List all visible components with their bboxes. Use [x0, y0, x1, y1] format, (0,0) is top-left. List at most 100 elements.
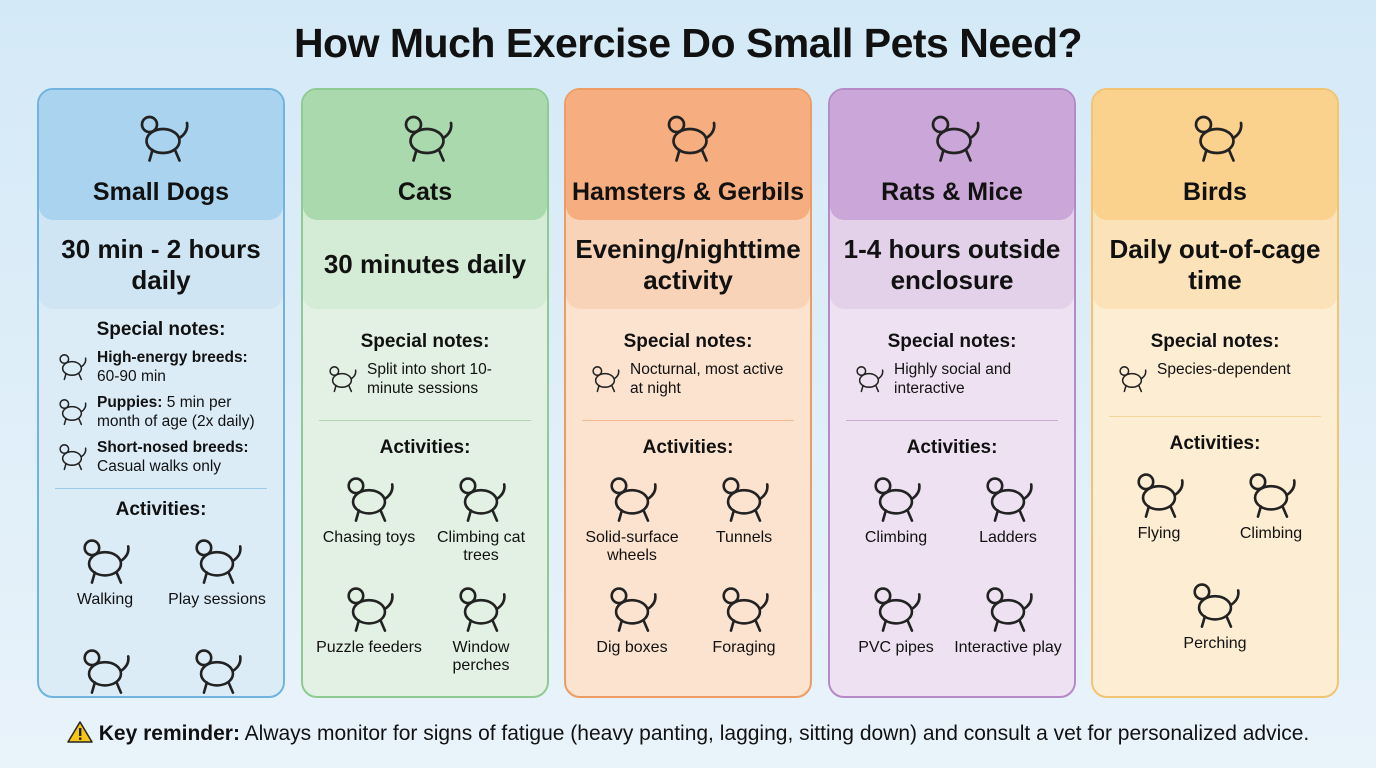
special-note: Nocturnal, most active at night: [588, 360, 800, 398]
special-notes: Species-dependent: [1093, 360, 1337, 394]
activity-item: Foraging: [688, 577, 800, 687]
activities-heading: Activities:: [1169, 433, 1261, 454]
note-text: Species-dependent: [1157, 361, 1291, 378]
activity-item: Play sessions: [161, 529, 273, 639]
activity-item: Climbing cat trees: [425, 467, 537, 577]
dogs-playing-icon: [195, 539, 242, 584]
activities-heading: Activities:: [642, 437, 734, 458]
special-notes-heading: Special notes:: [360, 331, 490, 352]
activity-label: Puzzle feeders: [316, 639, 422, 656]
activities-heading: Activities:: [906, 437, 998, 458]
pet-name: Hamsters & Gerbils: [571, 178, 805, 206]
activity-item: Window perches: [425, 577, 537, 687]
window-perch-icon: [459, 587, 506, 632]
special-notes: Nocturnal, most active at night: [566, 360, 810, 398]
food-puzzle-icon: [195, 649, 242, 694]
card-header: Rats & Mice: [830, 90, 1074, 220]
key-reminder-text: Always monitor for signs of fatigue (hea…: [244, 722, 1310, 745]
exercise-time: 30 min - 2 hours daily: [39, 206, 283, 309]
card-header: Small Dogs: [39, 90, 283, 220]
activity-item: Climbing: [840, 467, 952, 577]
divider: [846, 420, 1058, 421]
activities: Flying Climbing Perching: [1093, 463, 1337, 683]
activity-label: Play sessions: [168, 591, 266, 608]
interactive-play-icon: [986, 587, 1033, 632]
activity-item: Perching: [1159, 573, 1271, 683]
divider: [582, 420, 794, 421]
ladder-icon: [986, 477, 1033, 522]
card-header: Birds: [1093, 90, 1337, 220]
activity-item: Scent work: [49, 639, 161, 696]
activities-heading: Activities:: [115, 499, 207, 520]
activity-item: Interactive play: [952, 577, 1064, 687]
cat-chasing-icon: [347, 477, 394, 522]
activities: Chasing toys Climbing cat trees Puzzle fee…: [303, 467, 547, 687]
card-hamsters-gerbils: Hamsters & Gerbils Evening/nighttime act…: [564, 88, 812, 698]
pet-name: Small Dogs: [92, 178, 230, 206]
dog-walking-icon: [83, 539, 130, 584]
divider: [1109, 416, 1321, 417]
activities: Climbing Ladders PVC pipes Interactive play: [830, 467, 1074, 687]
activity-label: Foraging: [712, 639, 776, 656]
note-text: 5 min per month of age (2x daily): [97, 394, 255, 430]
activity-item: Chasing toys: [313, 467, 425, 577]
rat-mouse-icon: [931, 115, 980, 162]
activity-label: Ladders: [979, 529, 1037, 546]
exercise-time: 1-4 hours outside enclosure: [830, 206, 1074, 309]
key-reminder-label: Key reminder:: [98, 722, 240, 745]
cat-tree-icon: [459, 477, 506, 522]
card-cats: Cats 30 minutes daily Special notes: Spl…: [301, 88, 549, 698]
wheel-icon: [610, 477, 657, 522]
pet-name: Cats: [397, 178, 453, 206]
tunnel-icon: [722, 477, 769, 522]
divider: [319, 420, 531, 421]
activity-item: Ladders: [952, 467, 1064, 577]
perching-bird-icon: [1193, 583, 1240, 628]
divider: [55, 488, 267, 489]
cat-icon: [404, 115, 453, 162]
key-reminder: Key reminder: Always monitor for signs o…: [0, 720, 1376, 746]
note-label: High-energy breeds:: [97, 349, 248, 366]
activity-item: Food puzzles: [161, 639, 273, 696]
stopwatch-icon: [59, 354, 87, 381]
pvc-pipe-icon: [874, 587, 921, 632]
rope-climbing-icon: [874, 477, 921, 522]
dog-sniffing-icon: [83, 649, 130, 694]
page-title: How Much Exercise Do Small Pets Need?: [293, 20, 1083, 66]
exercise-time: Daily out-of-cage time: [1093, 206, 1337, 309]
special-note: Split into short 10-minute sessions: [325, 360, 537, 398]
note-text: 60-90 min: [97, 368, 166, 385]
note-text: Highly social and interactive: [894, 361, 1012, 397]
activity-label: Chasing toys: [322, 529, 416, 546]
activity-label: Tunnels: [715, 529, 773, 546]
note-text: Casual walks only: [97, 458, 222, 475]
pet-name: Birds: [1183, 178, 1247, 206]
dig-box-icon: [610, 587, 657, 632]
card-rats-mice: Rats & Mice 1-4 hours outside enclosure …: [828, 88, 1076, 698]
activity-item: Puzzle feeders: [313, 577, 425, 687]
flying-bird-icon: [1137, 473, 1184, 518]
activity-item: PVC pipes: [840, 577, 952, 687]
activity-label: Interactive play: [954, 639, 1062, 656]
activity-label: PVC pipes: [858, 639, 934, 656]
dog-icon: [140, 115, 189, 162]
note-text: Nocturnal, most active at night: [630, 361, 784, 397]
activity-item: Climbing: [1215, 463, 1327, 573]
puzzle-feeder-icon: [347, 587, 394, 632]
special-notes-heading: Special notes:: [623, 331, 753, 352]
activity-item: Solid-surface wheels: [576, 467, 688, 577]
hamster-gerbil-icon: [667, 115, 716, 162]
activities: Walking Play sessions Scent workFood puzzl…: [39, 529, 283, 696]
special-notes: Split into short 10-minute sessions: [303, 360, 547, 398]
activity-item: Walking: [49, 529, 161, 639]
activities: Solid-surface wheels Tunnels Dig boxes Fora…: [566, 467, 810, 687]
card-small-dogs: Small Dogs 30 min - 2 hours daily Specia…: [37, 88, 285, 698]
foraging-icon: [722, 587, 769, 632]
special-notes: Highly social and interactive: [830, 360, 1074, 398]
activity-label: Walking: [76, 591, 134, 608]
activity-label: Climbing cat trees: [436, 529, 526, 564]
activity-label: Solid-surface wheels: [585, 529, 679, 564]
activity-label: Dig boxes: [596, 639, 668, 656]
activity-label: Climbing: [864, 529, 928, 546]
clock-icon: [59, 399, 87, 426]
